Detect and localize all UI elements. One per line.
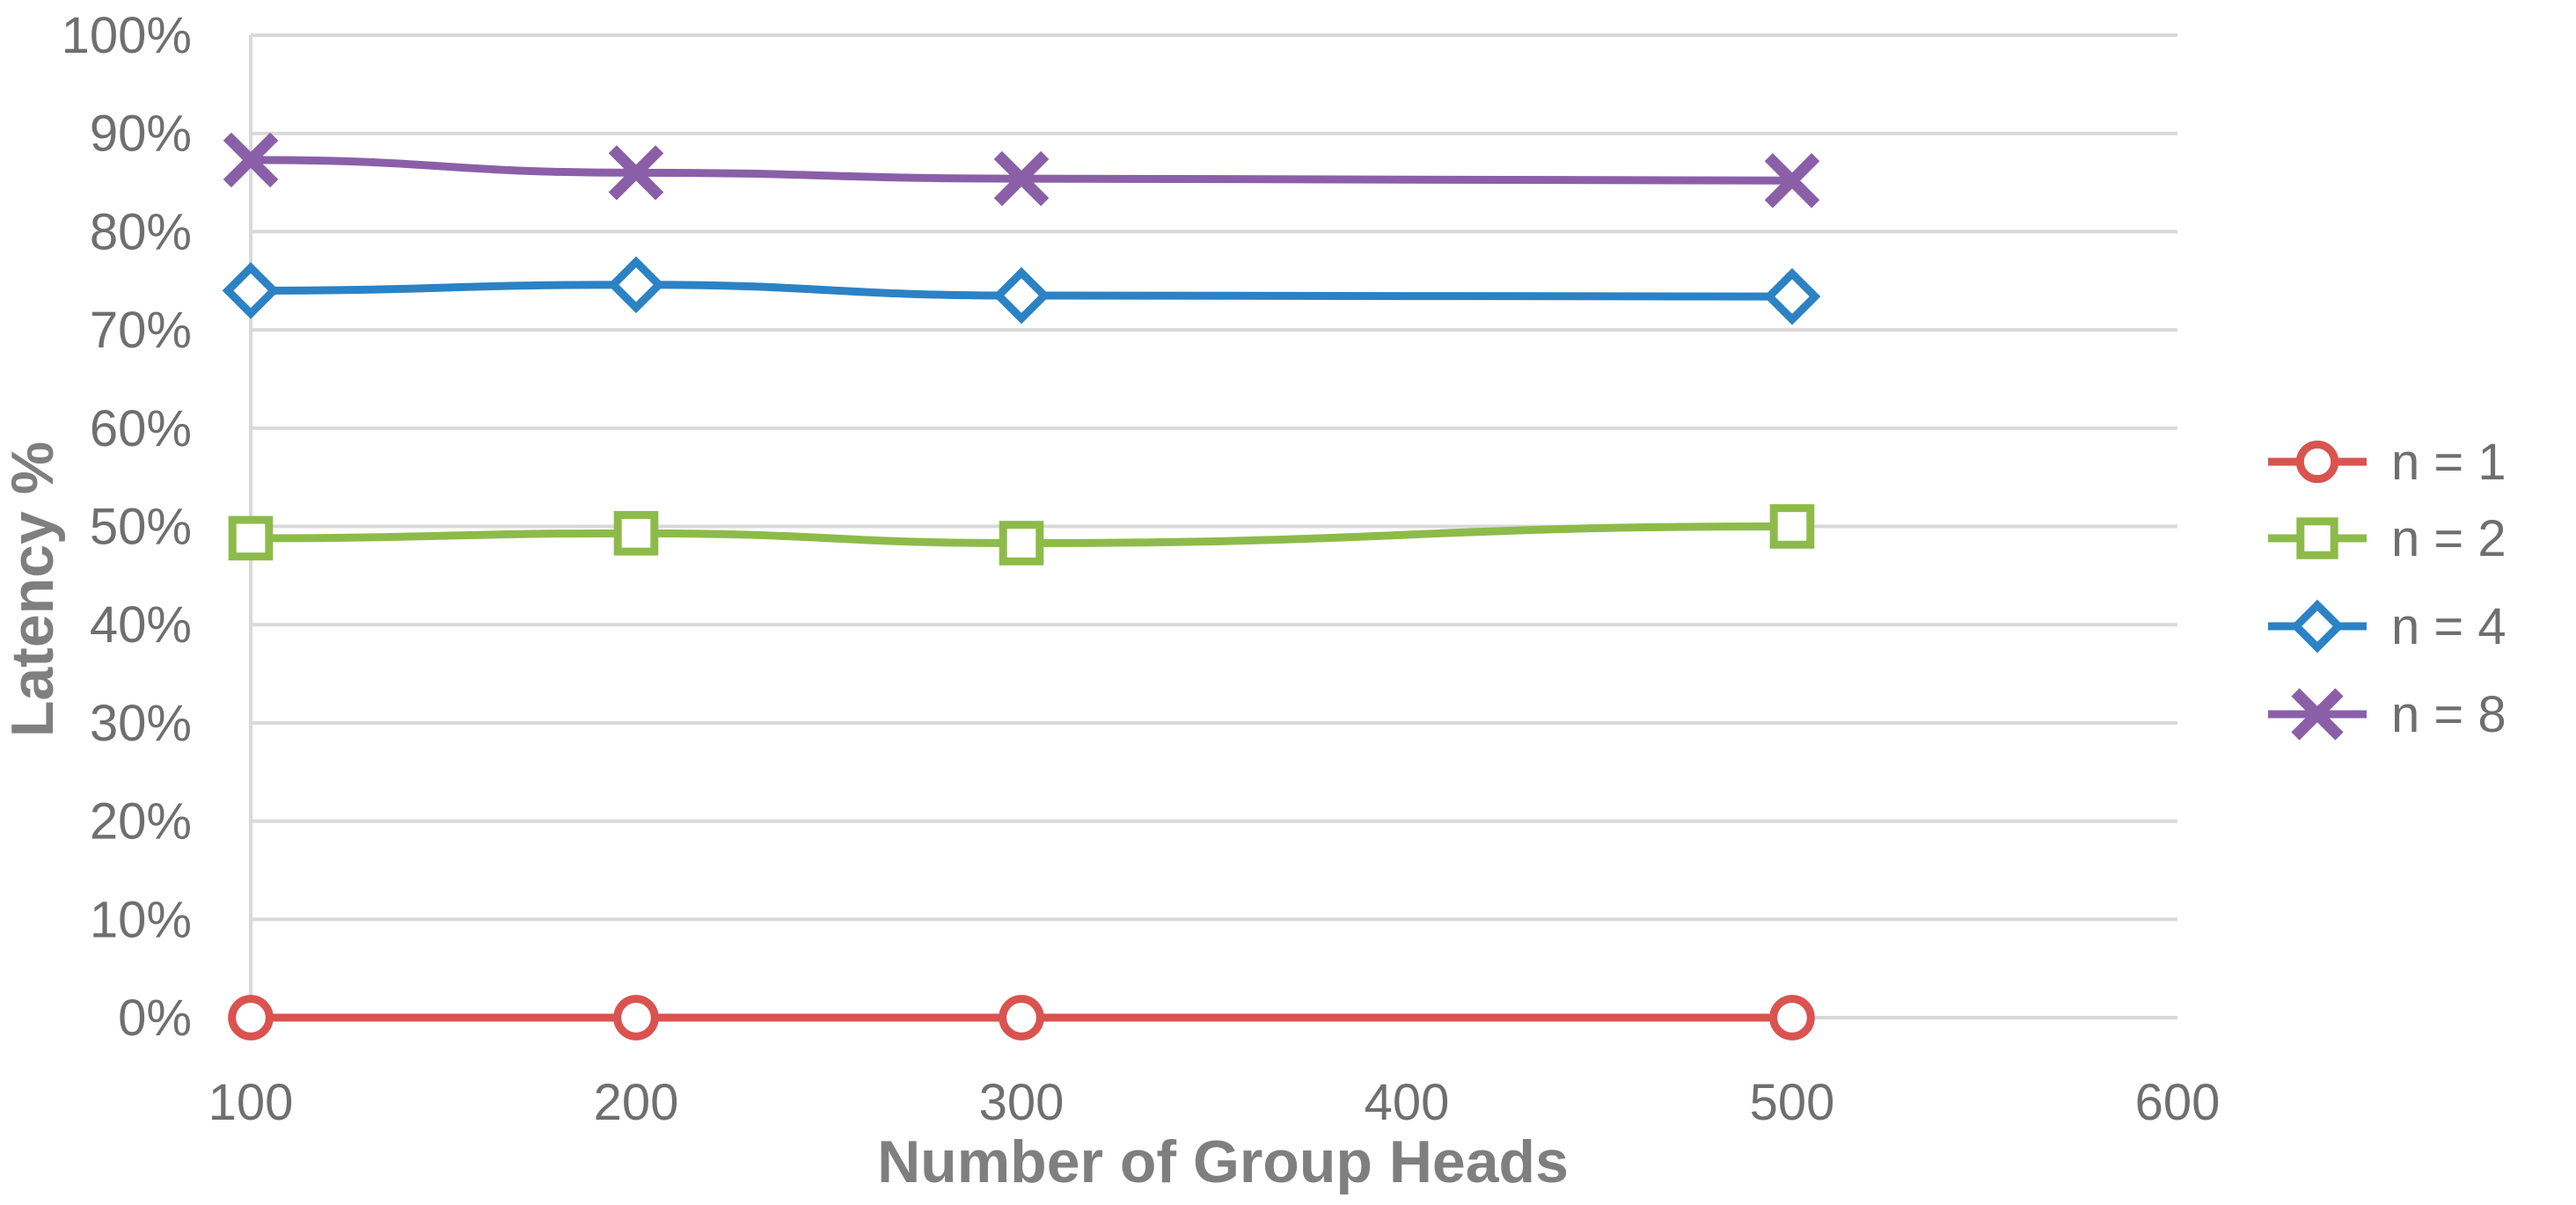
series-layer <box>222 132 1821 1041</box>
data-point <box>999 995 1044 1041</box>
data-point <box>228 995 274 1041</box>
legend-entry: n = 1 <box>2268 434 2506 491</box>
y-tick-label: 90% <box>90 106 192 163</box>
data-point <box>608 145 664 201</box>
data-point <box>2295 440 2339 484</box>
x-tick-label: 500 <box>1750 1074 1835 1131</box>
y-tick-label: 70% <box>90 302 192 359</box>
data-point <box>228 515 274 561</box>
series-n-1 <box>228 995 1815 1041</box>
series-n-2 <box>228 504 1815 566</box>
y-tick-label: 80% <box>90 203 192 260</box>
data-point <box>1769 504 1815 549</box>
series-line <box>250 522 1793 547</box>
y-tick-label: 20% <box>90 793 192 851</box>
y-tick-label: 0% <box>118 990 192 1047</box>
legend-label: n = 1 <box>2391 434 2506 491</box>
y-axis-ticks: 0% 10% 20% 30% 40% 50% 60% 70% 80% 90% 100% <box>62 7 192 1047</box>
x-tick-label: 200 <box>594 1074 679 1131</box>
y-axis-title: Latency % <box>0 442 66 737</box>
series-n-4 <box>222 256 1821 325</box>
legend-label: n = 8 <box>2391 686 2506 743</box>
data-point <box>999 521 1044 566</box>
y-tick-label: 40% <box>90 596 192 654</box>
x-axis-ticks: 100 200 300 400 500 600 <box>209 1074 2221 1131</box>
legend-label: n = 4 <box>2391 598 2506 655</box>
data-point <box>1764 153 1820 208</box>
x-tick-label: 400 <box>1365 1074 1450 1131</box>
legend-entry: n = 4 <box>2268 598 2506 655</box>
legend-entry: n = 2 <box>2268 510 2506 567</box>
legend: n = 1 n = 2 n = 4 n = 8 <box>2268 434 2506 743</box>
data-point <box>223 132 279 188</box>
data-point <box>1769 995 1815 1041</box>
grid-lines <box>249 33 2177 1033</box>
y-tick-label: 50% <box>90 499 192 556</box>
x-axis-title: Number of Group Heads <box>877 1128 1569 1195</box>
data-point <box>2296 517 2338 559</box>
x-tick-label: 100 <box>209 1074 294 1131</box>
data-point <box>607 256 665 314</box>
y-tick-label: 100% <box>62 7 192 64</box>
x-tick-label: 300 <box>979 1074 1065 1131</box>
y-tick-label: 10% <box>90 891 192 948</box>
data-point <box>1763 267 1821 325</box>
y-tick-label: 60% <box>90 400 192 457</box>
data-point <box>2290 599 2345 654</box>
legend-label: n = 2 <box>2391 510 2506 567</box>
series-n-8 <box>223 132 1820 208</box>
x-tick-label: 600 <box>2135 1074 2221 1131</box>
data-point <box>222 262 280 319</box>
series-line <box>250 281 1793 301</box>
data-point <box>2291 688 2344 741</box>
data-point <box>992 267 1050 325</box>
data-point <box>993 150 1050 207</box>
y-tick-label: 30% <box>90 695 192 752</box>
data-point <box>613 511 659 556</box>
data-point <box>613 995 659 1041</box>
legend-entry: n = 8 <box>2268 686 2506 743</box>
series-line <box>250 156 1793 185</box>
